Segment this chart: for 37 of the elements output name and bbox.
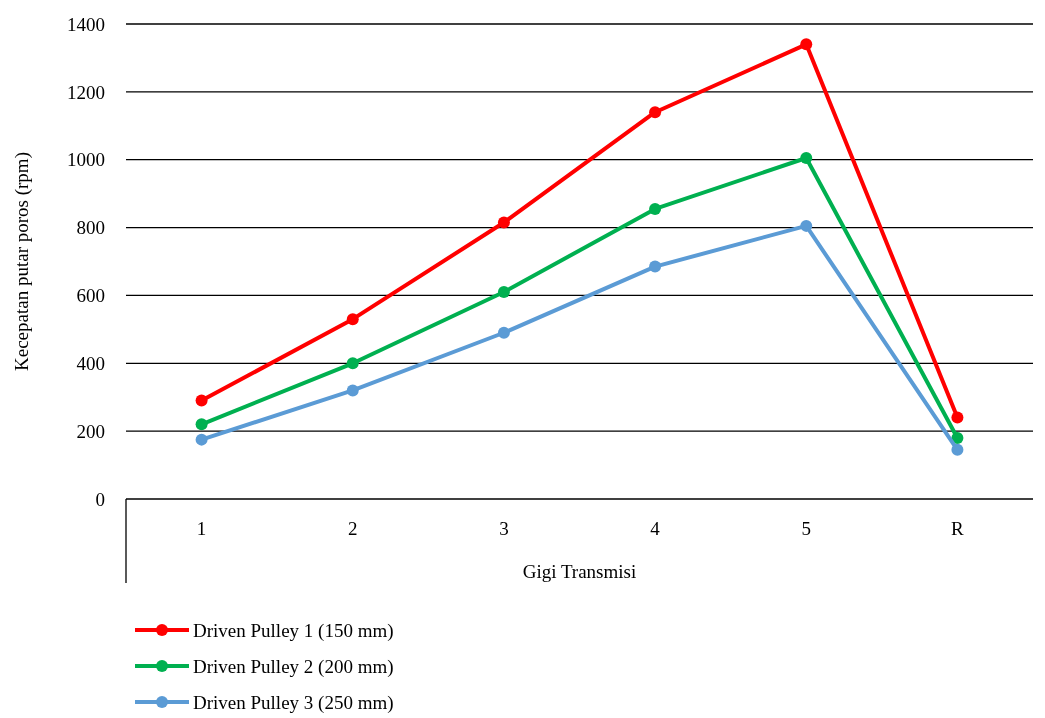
legend-label: Driven Pulley 2 (200 mm) [193, 655, 394, 678]
point [497, 286, 510, 299]
x-tick-label: 5 [801, 518, 811, 539]
y-tick-label: 1000 [67, 149, 105, 171]
point [497, 326, 510, 339]
point [800, 219, 813, 232]
y-axis-title: Kecepatan putar poros (rpm) [11, 152, 33, 371]
point [800, 38, 813, 51]
point [649, 202, 662, 215]
y-tick-label: 200 [76, 420, 105, 442]
x-axis-title: Gigi Transmisi [522, 561, 637, 582]
y-tick-label: 800 [76, 217, 105, 239]
legend-label: Driven Pulley 3 (250 mm) [193, 691, 394, 714]
point [800, 152, 813, 165]
point [195, 433, 208, 446]
point [497, 216, 510, 229]
point [951, 431, 964, 444]
x-tick-label: 1 [196, 518, 207, 539]
point [649, 106, 662, 119]
y-tick-label: 1400 [67, 13, 105, 35]
y-tick-label: 400 [76, 352, 105, 374]
x-tick-label: R [951, 518, 965, 539]
y-tick-label: 0 [95, 488, 105, 510]
point [951, 411, 964, 424]
x-tick-label: 3 [499, 518, 509, 539]
point [195, 394, 208, 407]
point [649, 260, 662, 273]
y-tick-label: 1200 [67, 81, 105, 103]
x-tick-label: 4 [650, 518, 661, 539]
y-tick-label: 600 [76, 285, 105, 307]
x-tick-label: 2 [348, 518, 358, 539]
legend-label: Driven Pulley 1 (150 mm) [193, 619, 394, 642]
point [346, 357, 359, 370]
point [195, 418, 208, 431]
point [951, 443, 964, 456]
point [346, 384, 359, 397]
point [346, 313, 359, 326]
